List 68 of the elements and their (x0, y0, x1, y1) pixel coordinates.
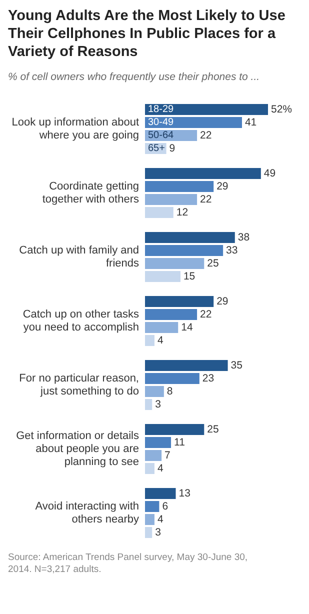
y-tick-label: Coordinate getting together with others (42, 180, 140, 206)
bar (145, 335, 154, 346)
bar (145, 450, 162, 461)
bar (145, 296, 214, 307)
data-label: 15 (183, 270, 196, 282)
data-label: 23 (202, 372, 214, 384)
y-tick-label: Get information or details about people you are planning to see (16, 430, 140, 468)
data-label: 11 (174, 436, 186, 448)
data-label: 14 (181, 321, 193, 334)
bar (145, 207, 174, 218)
y-tick-label: Catch up with family and friends (19, 244, 140, 270)
data-label: 22 (200, 308, 212, 320)
bar (145, 501, 160, 512)
y-tick-label: For no particular reason, just something to do (19, 372, 139, 398)
data-label: 4 (157, 334, 164, 346)
data-label: 49 (264, 167, 276, 180)
bar (145, 437, 172, 448)
data-label: 22 (200, 193, 212, 206)
data-label: 3 (155, 526, 162, 538)
bar (145, 232, 235, 243)
source-note: Source: American Trends Panel survey, May 30-June 30, 2014. N=3,217 adults. (8, 552, 248, 575)
y-tick-label: Avoid interacting with others nearby (35, 500, 140, 526)
bar (145, 386, 164, 397)
bar (145, 527, 152, 538)
y-tick-label: Look up information about where you are going (12, 116, 139, 142)
data-label: 7 (164, 449, 171, 462)
data-label: 29 (216, 295, 228, 308)
data-label: 35 (230, 359, 243, 372)
bar (145, 309, 198, 320)
data-label: 22 (200, 129, 212, 142)
bar (145, 488, 176, 499)
series-label: 30-49 (148, 117, 174, 128)
data-label: 52% (271, 103, 292, 116)
data-label: 13 (178, 487, 191, 500)
data-label: 33 (226, 244, 238, 256)
bar (145, 373, 200, 384)
series-label: 65+ (148, 143, 166, 154)
data-label: 25 (207, 423, 219, 436)
data-label: 41 (244, 116, 257, 128)
bar (145, 322, 178, 333)
data-label: 12 (176, 206, 188, 218)
y-tick-label: Catch up on other tasks you need to accomplish (22, 308, 140, 334)
bar (145, 424, 204, 435)
data-label: 4 (157, 513, 164, 526)
series-label: 50-64 (148, 130, 174, 142)
chart-title: Young Adults Are the Most Likely to Use Their Cellphones In Public Places for a Variety of Reasons (8, 8, 286, 60)
bar (145, 360, 228, 371)
data-label: 29 (216, 180, 228, 192)
data-label: 6 (162, 500, 168, 512)
bar (145, 399, 152, 410)
series-label: 18-29 (148, 104, 174, 116)
bar (145, 514, 154, 525)
data-label: 8 (166, 385, 173, 398)
bar (145, 463, 154, 474)
data-label: 3 (155, 398, 162, 410)
data-label: 9 (169, 142, 176, 154)
data-label: 25 (207, 257, 219, 270)
bar (145, 181, 214, 192)
bar (145, 168, 261, 179)
bar (145, 245, 224, 256)
chart-subtitle: % of cell owners who frequently use their phones to ... (8, 71, 260, 83)
bar (145, 271, 180, 282)
data-label: 38 (238, 231, 250, 244)
bar (145, 117, 242, 128)
bar (145, 104, 268, 115)
bar (145, 194, 198, 205)
data-label: 4 (157, 462, 164, 474)
bar (145, 258, 204, 269)
